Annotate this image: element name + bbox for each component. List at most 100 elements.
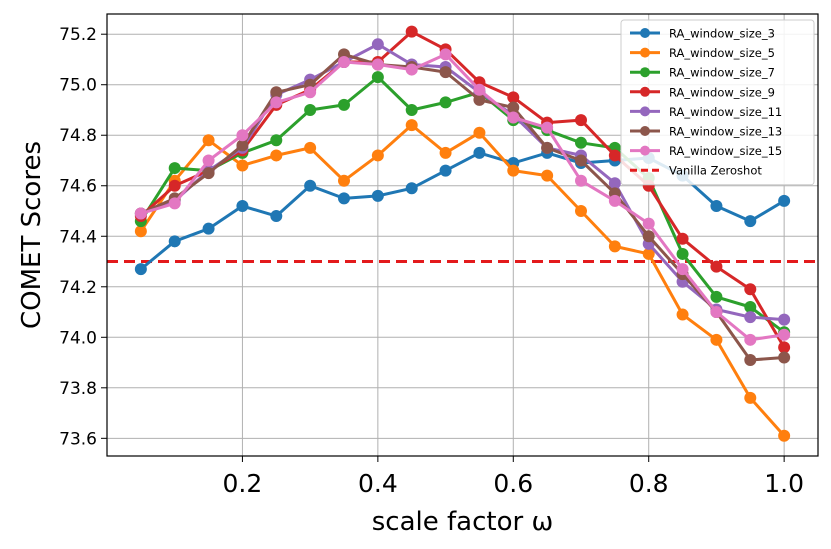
legend-item: RA_window_size_5 — [630, 46, 775, 60]
data-point — [744, 391, 757, 404]
data-point — [710, 333, 723, 346]
data-point — [642, 230, 655, 243]
data-point — [778, 194, 791, 207]
data-point — [541, 141, 554, 154]
legend-swatch-marker — [640, 67, 650, 78]
data-point — [134, 263, 147, 276]
data-point — [575, 136, 587, 149]
data-point — [439, 48, 452, 61]
data-point — [710, 306, 723, 319]
data-point — [541, 169, 554, 182]
data-point — [744, 311, 757, 324]
x-tick-label: 0.2 — [223, 469, 263, 498]
x-tick-label: 0.6 — [493, 469, 533, 498]
legend-label: RA_window_size_5 — [669, 46, 775, 60]
data-point — [507, 101, 520, 114]
data-point — [405, 119, 418, 132]
data-point — [744, 300, 757, 313]
legend-item: RA_window_size_13 — [630, 125, 782, 139]
data-point — [134, 225, 147, 238]
x-tick-label: 1.0 — [764, 469, 804, 498]
data-point — [202, 154, 215, 167]
legend-item: Vanilla Zeroshot — [630, 164, 762, 178]
legend-box — [620, 19, 815, 186]
data-point — [744, 354, 757, 367]
y-tick-label: 73.8 — [59, 379, 97, 399]
data-point — [405, 182, 418, 195]
ticks: 0.2 0.4 0.6 0.8 1.0 73.6 73.8 74.0 74.2 74.4 74.6 7… — [59, 25, 804, 498]
legend-label: RA_window_size_3 — [669, 27, 775, 41]
data-point — [371, 38, 384, 51]
legend-label: RA_window_size_7 — [669, 66, 775, 80]
data-point — [778, 313, 791, 326]
data-point — [134, 207, 147, 220]
data-point — [778, 341, 791, 354]
data-point — [304, 141, 317, 154]
data-point — [575, 154, 587, 167]
data-point — [202, 167, 215, 180]
data-point — [676, 247, 689, 260]
legend-label: RA_window_size_13 — [669, 125, 782, 139]
data-point — [473, 146, 486, 159]
legend-label: RA_window_size_11 — [669, 105, 782, 119]
data-point — [270, 96, 283, 109]
data-point — [236, 159, 249, 172]
data-point — [608, 194, 621, 207]
data-point — [168, 197, 181, 210]
data-point — [371, 71, 384, 84]
data-point — [744, 283, 757, 296]
legend-swatch-marker — [640, 106, 650, 117]
data-point — [439, 164, 452, 177]
data-point — [507, 164, 520, 177]
y-tick-label: 73.6 — [59, 429, 97, 449]
data-point — [236, 129, 249, 142]
data-point — [439, 96, 452, 109]
data-point — [439, 66, 452, 79]
data-point — [168, 179, 181, 192]
data-point — [778, 351, 791, 364]
data-point — [608, 177, 621, 190]
data-point — [371, 189, 384, 202]
data-point — [575, 205, 587, 218]
x-tick-label: 0.8 — [629, 469, 669, 498]
data-point — [371, 149, 384, 162]
legend-item: RA_window_size_7 — [630, 66, 775, 80]
legend-item: RA_window_size_15 — [630, 144, 782, 158]
data-point — [710, 260, 723, 273]
data-point — [473, 83, 486, 96]
data-point — [270, 210, 283, 223]
data-point — [676, 232, 689, 245]
y-axis-label: COMET Scores — [17, 141, 47, 329]
data-point — [202, 222, 215, 235]
data-point — [304, 86, 317, 99]
data-point — [744, 333, 757, 346]
data-point — [507, 111, 520, 124]
data-point — [642, 247, 655, 260]
y-tick-label: 74.6 — [59, 177, 97, 197]
legend-swatch-marker — [640, 145, 650, 156]
y-tick-label: 74.2 — [59, 278, 97, 298]
legend-item: RA_window_size_3 — [630, 27, 775, 41]
legend-item: RA_window_size_11 — [630, 105, 782, 119]
data-point — [507, 91, 520, 104]
data-point — [338, 55, 350, 68]
legend-swatch-marker — [640, 47, 650, 58]
y-tick-label: 74.8 — [59, 126, 97, 146]
series-line — [139, 30, 786, 349]
data-point — [676, 308, 689, 321]
legend-label: RA_window_size_9 — [669, 85, 775, 99]
x-axis-label: scale factor ω — [372, 507, 553, 537]
legend: RA_window_size_3 RA_window_size_5 RA_windo… — [620, 19, 815, 186]
data-point — [608, 149, 621, 162]
data-point — [744, 215, 757, 228]
data-point — [575, 114, 587, 127]
legend-label: RA_window_size_15 — [669, 144, 782, 158]
data-point — [270, 86, 283, 99]
y-tick-label: 74.4 — [59, 227, 97, 247]
legend-item: RA_window_size_9 — [630, 85, 775, 99]
series-line — [140, 52, 785, 342]
y-tick-label: 75.0 — [59, 76, 97, 96]
data-point — [236, 139, 249, 152]
data-point — [338, 98, 350, 111]
data-point — [676, 263, 689, 276]
